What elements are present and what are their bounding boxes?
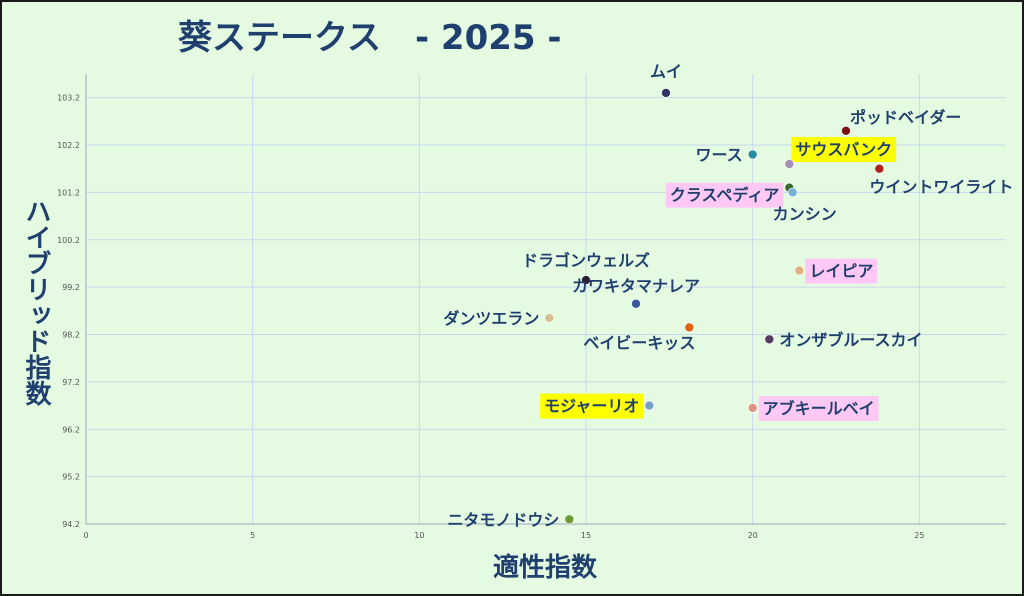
data-point	[764, 334, 775, 345]
label-highlight	[758, 395, 879, 421]
y-tick-label: 99.2	[62, 283, 80, 292]
point-label: オンザブルースカイ	[779, 330, 922, 349]
point-label: クラスペディア	[670, 186, 779, 205]
label-highlight	[805, 258, 878, 284]
data-points	[544, 88, 885, 525]
x-tick-labels: 0 5 10 15 20 25	[83, 531, 924, 540]
point-label: レイピア	[809, 262, 873, 281]
chart-title: 葵ステークス - 2025 -	[178, 18, 562, 58]
x-tick-label: 5	[250, 531, 255, 540]
data-point	[631, 298, 641, 309]
point-label: モジャーリオ	[544, 397, 639, 416]
point-label: ドラゴンウェルズ	[522, 251, 650, 270]
data-point	[684, 322, 695, 333]
y-tick-label: 98.2	[62, 331, 80, 340]
y-tick-label: 96.2	[62, 425, 80, 434]
label-highlight	[540, 393, 644, 419]
point-label: ムイ	[650, 62, 682, 81]
data-point	[747, 403, 758, 413]
data-point	[787, 187, 798, 198]
point-label: ワース	[695, 146, 742, 165]
y-tick-label: 97.2	[62, 378, 80, 387]
x-tick-label: 25	[914, 531, 924, 540]
data-point	[644, 400, 655, 411]
point-label: サウスバンク	[795, 140, 892, 159]
point-label: カンシン	[773, 204, 837, 223]
data-point	[747, 149, 758, 160]
point-label: ウイントワイライト	[869, 178, 1013, 197]
point-label: アブキールベイ	[763, 399, 875, 418]
data-point	[661, 88, 671, 98]
y-tick-label: 100.2	[57, 236, 80, 245]
y-tick-label: 95.2	[62, 473, 80, 482]
data-point	[841, 126, 851, 136]
point-label: ニタモノドウシ	[447, 510, 559, 529]
x-tick-label: 0	[83, 531, 88, 540]
data-point	[784, 159, 795, 169]
data-point	[581, 275, 591, 285]
axes	[85, 74, 1006, 525]
label-highlight	[791, 137, 897, 162]
point-label: ポッドベイダー	[850, 108, 961, 127]
y-tick-labels: 94.2 95.2 96.2 97.2 98.2 99.2 100.2 101.2 102.2 1…	[57, 94, 80, 529]
x-tick-label: 20	[748, 531, 758, 540]
y-tick-label: 94.2	[62, 520, 80, 529]
data-point	[544, 313, 555, 323]
point-label: カワキタマナレア	[572, 277, 700, 296]
data-point	[564, 514, 575, 525]
y-tick-label: 102.2	[57, 141, 80, 150]
point-label: ダンツエラン	[443, 309, 539, 328]
y-axis-title: ハイブリッド指数	[21, 198, 51, 407]
x-axis-title: 適性指数	[493, 552, 598, 583]
y-tick-label: 103.2	[57, 94, 80, 103]
point-label: ベイビーキッス	[583, 333, 695, 352]
data-point	[794, 265, 805, 276]
data-point	[874, 163, 885, 174]
label-highlights	[540, 137, 897, 421]
label-highlight	[665, 182, 784, 208]
x-tick-label: 15	[581, 531, 591, 540]
x-tick-label: 10	[414, 531, 424, 540]
y-tick-label: 101.2	[57, 188, 80, 197]
